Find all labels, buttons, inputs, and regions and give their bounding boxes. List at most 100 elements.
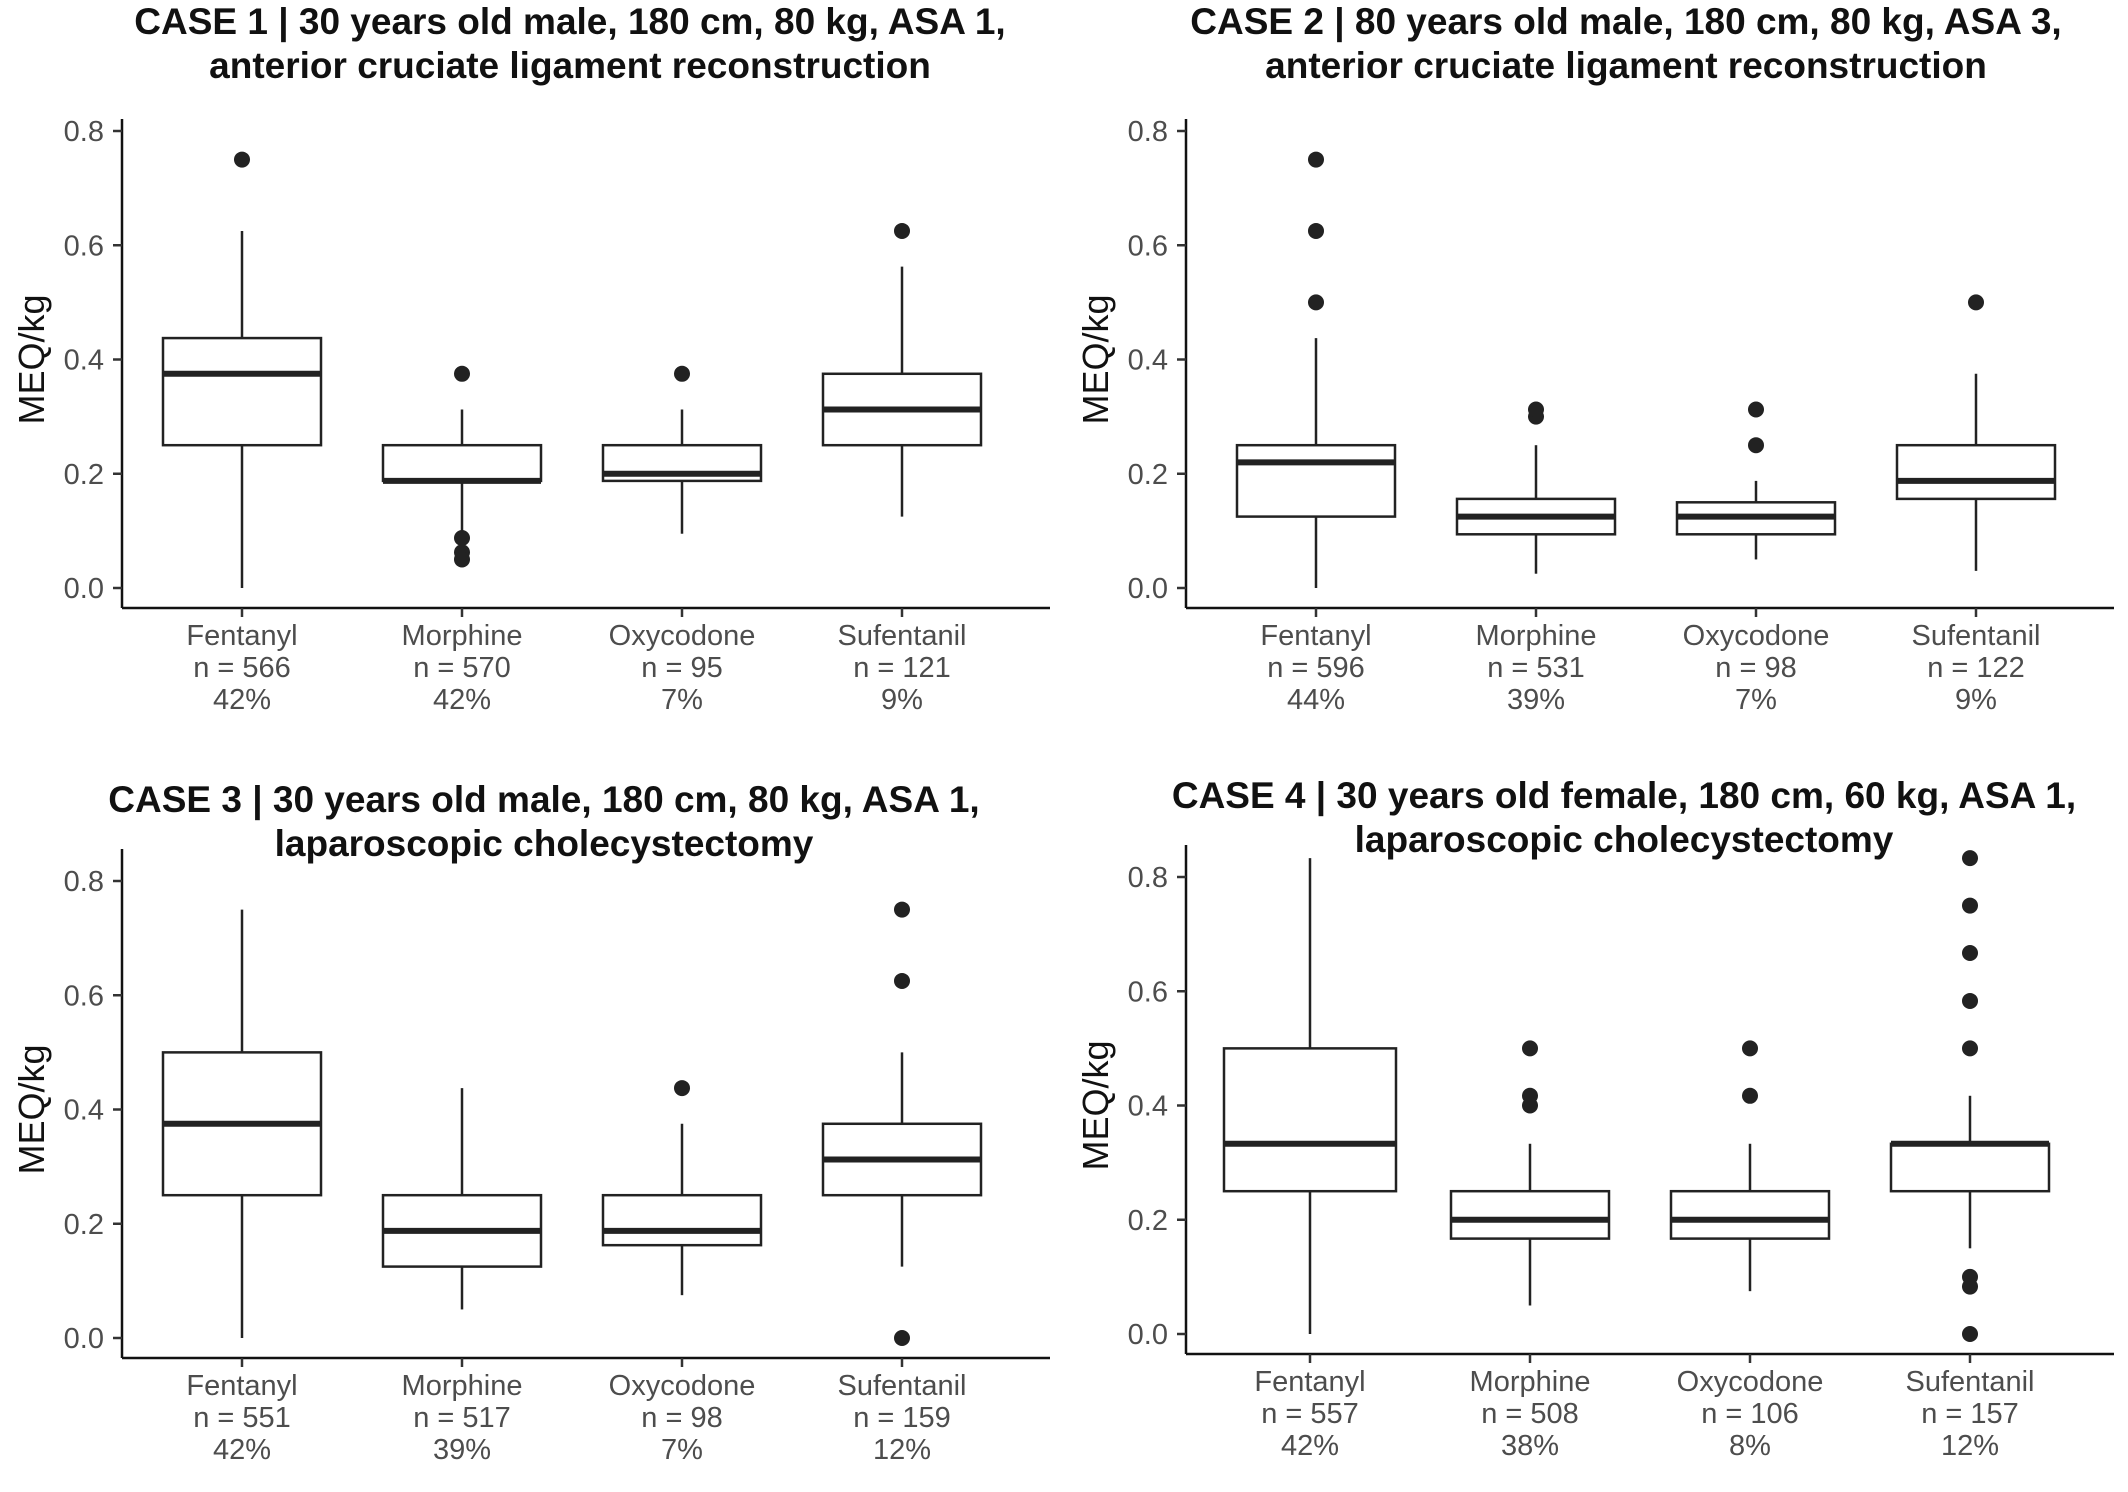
chart-title-line-2: laparoscopic cholecystectomy bbox=[275, 823, 814, 864]
category-percent-label: 8% bbox=[1729, 1430, 1771, 1462]
box-sufentanil bbox=[1895, 294, 2057, 571]
box-oxycodone bbox=[1675, 401, 1837, 560]
y-tick-label: 0.2 bbox=[64, 1209, 104, 1241]
category-label: Sufentanil bbox=[1912, 620, 2041, 652]
y-tick-label: 0.6 bbox=[64, 230, 104, 262]
outlier-point bbox=[454, 551, 470, 568]
y-tick-label: 0.2 bbox=[1128, 1205, 1168, 1237]
outlier-point bbox=[1308, 222, 1324, 239]
category-percent-label: 42% bbox=[433, 684, 491, 716]
outlier-point bbox=[1522, 1087, 1538, 1104]
outlier-point bbox=[1962, 1040, 1978, 1057]
category-label: Oxycodone bbox=[1683, 620, 1830, 652]
category-percent-label: 12% bbox=[873, 1434, 931, 1466]
outlier-point bbox=[894, 222, 910, 239]
category-label: Morphine bbox=[402, 620, 523, 652]
box-fentanyl bbox=[161, 151, 323, 588]
box-fentanyl bbox=[161, 909, 323, 1338]
category-label: Oxycodone bbox=[609, 1370, 756, 1402]
category-percent-label: 42% bbox=[1281, 1430, 1339, 1462]
category-n-label: n = 566 bbox=[193, 652, 291, 684]
iqr-box bbox=[1235, 443, 1397, 518]
category-n-label: n = 159 bbox=[853, 1402, 951, 1434]
y-tick-label: 0.2 bbox=[1128, 459, 1168, 491]
y-tick-label: 0.0 bbox=[64, 1323, 104, 1355]
category-label: Oxycodone bbox=[609, 620, 756, 652]
outlier-point bbox=[1308, 294, 1324, 311]
y-axis-label: MEQ/kg bbox=[1075, 294, 1116, 424]
outlier-point bbox=[454, 365, 470, 382]
category-n-label: n = 508 bbox=[1481, 1398, 1579, 1430]
category-percent-label: 7% bbox=[661, 1434, 703, 1466]
iqr-box bbox=[1889, 1142, 2051, 1193]
outlier-point bbox=[1962, 897, 1978, 914]
outlier-point bbox=[894, 1330, 910, 1346]
box-fentanyl bbox=[1235, 151, 1397, 588]
category-percent-label: 39% bbox=[1507, 684, 1565, 716]
category-label: Sufentanil bbox=[838, 620, 967, 652]
y-tick-label: 0.2 bbox=[64, 459, 104, 491]
category-percent-label: 9% bbox=[1955, 684, 1997, 716]
outlier-point bbox=[1528, 401, 1544, 418]
chart-title-line-1: CASE 2 | 80 years old male, 180 cm, 80 k… bbox=[1190, 1, 2061, 43]
iqr-box bbox=[601, 1193, 763, 1247]
outlier-point bbox=[894, 901, 910, 918]
boxplot-svg: CASE 2 | 80 years old male, 180 cm, 80 k… bbox=[1075, 1, 2114, 716]
y-tick-label: 0.0 bbox=[1128, 1319, 1168, 1351]
boxplot-svg: CASE 1 | 30 years old male, 180 cm, 80 k… bbox=[11, 1, 1050, 716]
chart-title-line-2: anterior cruciate ligament reconstructio… bbox=[209, 45, 931, 86]
outlier-point bbox=[454, 530, 470, 547]
category-label: Morphine bbox=[402, 1370, 523, 1402]
outlier-point bbox=[1962, 1278, 1978, 1295]
iqr-box bbox=[1222, 1047, 1398, 1193]
iqr-box bbox=[161, 336, 323, 447]
box-morphine bbox=[381, 365, 543, 568]
category-label: Fentanyl bbox=[186, 620, 297, 652]
category-label: Fentanyl bbox=[1254, 1366, 1365, 1398]
y-tick-label: 0.4 bbox=[64, 345, 104, 377]
box-morphine bbox=[1455, 401, 1617, 574]
outlier-point bbox=[674, 1080, 690, 1097]
category-n-label: n = 570 bbox=[413, 652, 511, 684]
chart-panel-case-3: CASE 3 | 30 years old male, 180 cm, 80 k… bbox=[0, 746, 1064, 1492]
outlier-point bbox=[234, 151, 250, 168]
outlier-point bbox=[1742, 1040, 1758, 1057]
chart-panel-case-2: CASE 2 | 80 years old male, 180 cm, 80 k… bbox=[1064, 0, 2128, 746]
category-label: Sufentanil bbox=[838, 1370, 967, 1402]
outlier-point bbox=[1308, 151, 1324, 168]
outlier-point bbox=[1742, 1087, 1758, 1104]
box-oxycodone bbox=[601, 365, 763, 534]
chart-panel-case-4: CASE 4 | 30 years old female, 180 cm, 60… bbox=[1064, 746, 2128, 1492]
category-n-label: n = 106 bbox=[1701, 1398, 1799, 1430]
box-fentanyl bbox=[1222, 858, 1398, 1334]
box-morphine bbox=[1449, 1040, 1611, 1306]
category-percent-label: 39% bbox=[433, 1434, 491, 1466]
iqr-box bbox=[1669, 1189, 1831, 1240]
y-tick-label: 0.6 bbox=[1128, 976, 1168, 1008]
y-tick-label: 0.8 bbox=[64, 866, 104, 898]
y-tick-label: 0.8 bbox=[1128, 116, 1168, 148]
category-percent-label: 44% bbox=[1287, 684, 1345, 716]
outlier-point bbox=[1522, 1040, 1538, 1057]
box-sufentanil bbox=[1889, 850, 2051, 1342]
boxplot-svg: CASE 3 | 30 years old male, 180 cm, 80 k… bbox=[11, 779, 1050, 1466]
category-label: Sufentanil bbox=[1906, 1366, 2035, 1398]
category-label: Fentanyl bbox=[186, 1370, 297, 1402]
outlier-point bbox=[1962, 850, 1978, 867]
outlier-point bbox=[1962, 992, 1978, 1009]
outlier-point bbox=[1962, 1326, 1978, 1342]
category-label: Morphine bbox=[1476, 620, 1597, 652]
box-oxycodone bbox=[1669, 1040, 1831, 1292]
category-percent-label: 7% bbox=[661, 684, 703, 716]
category-n-label: n = 596 bbox=[1267, 652, 1365, 684]
category-n-label: n = 157 bbox=[1921, 1398, 2019, 1430]
chart-title-line-2: anterior cruciate ligament reconstructio… bbox=[1265, 45, 1987, 86]
iqr-box bbox=[1449, 1189, 1611, 1240]
category-percent-label: 7% bbox=[1735, 684, 1777, 716]
category-percent-label: 42% bbox=[213, 684, 271, 716]
outlier-point bbox=[1962, 944, 1978, 961]
box-morphine bbox=[381, 1088, 543, 1310]
outlier-point bbox=[674, 365, 690, 382]
outlier-point bbox=[1748, 401, 1764, 418]
category-n-label: n = 557 bbox=[1261, 1398, 1359, 1430]
